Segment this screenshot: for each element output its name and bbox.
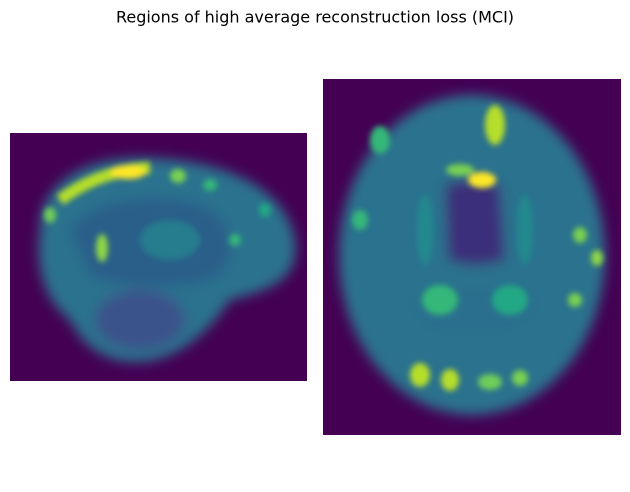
- sagittal-image: [10, 133, 307, 381]
- axial-image: [323, 79, 621, 435]
- figure-title: Regions of high average reconstruction l…: [116, 8, 514, 27]
